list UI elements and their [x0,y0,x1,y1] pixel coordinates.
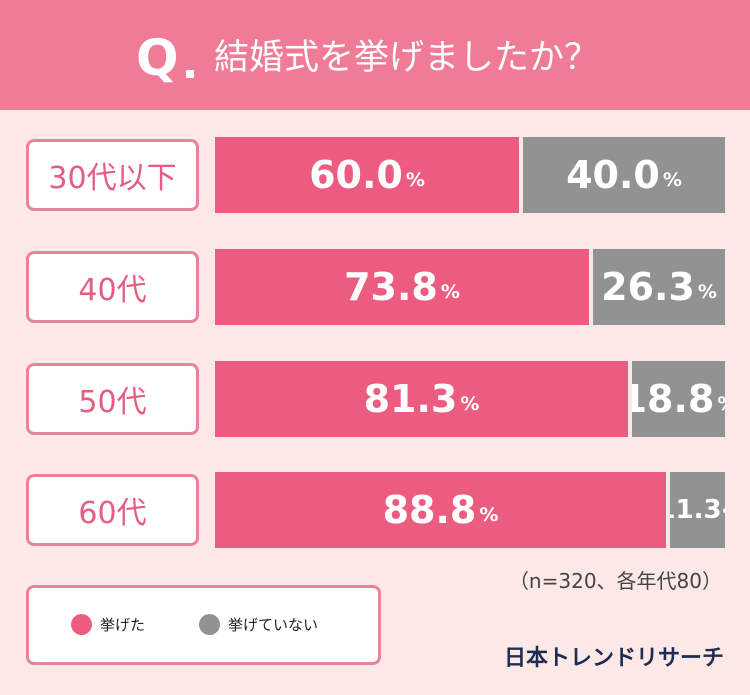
sample-size-note: （n=320、各年代80） [508,569,722,593]
legend-item-no: 挙げていない [199,614,318,635]
bar-no: 40.0% [523,137,725,213]
data-label-value: 88.8 [382,488,477,532]
data-label-unit: % [717,393,725,415]
data-label-value: 40.0 [566,153,660,197]
legend-swatch-no [199,614,220,635]
bar-yes: 81.3% [215,361,628,437]
bar-yes: 60.0% [215,137,519,213]
data-label-value: 81.3 [363,377,458,421]
data-label-unit: % [723,505,725,523]
data-label-unit: % [405,169,425,191]
bar-yes: 73.8% [215,249,589,325]
data-label-value: 26.3 [601,265,695,309]
brand-logo-text: 日本トレンドリサーチ [503,646,724,671]
legend-swatch-yes [71,614,92,635]
legend-label-no: 挙げていない [228,616,319,634]
category-label: 40代 [26,251,199,323]
category-label: 30代以下 [26,139,199,211]
data-label-unit: % [662,169,682,191]
question-mark-q: Q [136,29,179,87]
bar-no: 26.3% [593,249,725,325]
bar-no: 11.3% [670,472,725,548]
data-label-unit: % [460,393,480,415]
legend: 挙げた 挙げていない [26,585,381,665]
data-label-unit: % [479,504,499,526]
bar-no: 18.8% [632,361,725,437]
legend-item-yes: 挙げた [71,614,145,635]
data-label-value: 60.0 [309,153,403,197]
data-label-value: 73.8 [344,265,438,309]
data-label-unit: % [440,281,460,303]
category-label: 60代 [26,474,199,546]
bar-yes: 88.8% [215,472,666,548]
legend-label-yes: 挙げた [100,616,146,634]
data-label-value: 11.3 [670,495,722,525]
category-label: 50代 [26,363,199,435]
header-banner: Q 結婚式を挙げましたか？ [0,0,750,110]
chart-title: 結婚式を挙げましたか？ [214,38,600,78]
data-label-unit: % [697,281,717,303]
question-mark-dot [186,70,194,78]
data-label-value: 18.8 [632,377,715,421]
